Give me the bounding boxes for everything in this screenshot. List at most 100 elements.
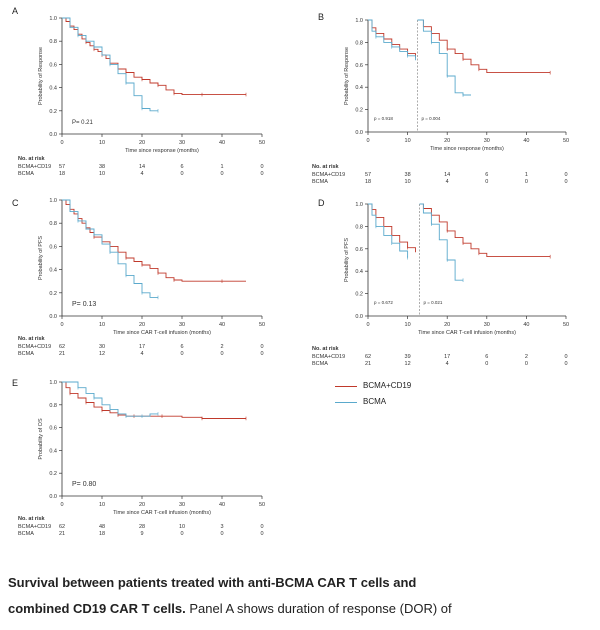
x-tick-label-b: 10 [405, 138, 411, 144]
risk-table-value-a: 10 [99, 171, 105, 177]
y-tick-label-d: 1.0 [355, 202, 363, 208]
y-tick-label-a: 0.8 [49, 39, 57, 45]
km-curve-d-bcma-early- [368, 203, 409, 258]
risk-table-value-e: 9 [140, 531, 143, 537]
x-tick-label-a: 20 [139, 140, 145, 146]
y-tick-label-a: 0.0 [49, 132, 57, 138]
x-tick-label-b: 0 [366, 138, 369, 144]
risk-table-value-d: 6 [485, 354, 488, 360]
x-tick-label-e: 40 [219, 502, 225, 508]
y-tick-label-a: 0.6 [49, 62, 57, 68]
y-tick-label-e: 0.6 [49, 426, 57, 432]
x-axis-label-e: Time since CAR T-cell infusion (months) [113, 510, 211, 516]
risk-table-value-c: 30 [99, 344, 105, 350]
y-tick-label-a: 0.2 [49, 109, 57, 115]
legend-label-bcma: BCMA [363, 397, 387, 406]
y-axis-label-d: Probability of PFS [344, 238, 350, 282]
x-tick-label-c: 20 [139, 322, 145, 328]
panel-label-e: E [12, 378, 19, 388]
legend-item-bcma: BCMA [335, 396, 535, 408]
y-axis-label-e: Probability of OS [38, 418, 44, 460]
y-tick-label-d: 0.4 [355, 269, 363, 275]
risk-table-label-b: BCMA [312, 179, 328, 185]
risk-table-value-d: 4 [446, 361, 449, 367]
risk-table-value-d: 62 [365, 354, 371, 360]
p-value-early-d: p = 0.672 [374, 300, 393, 305]
risk-table-value-d: 0 [485, 361, 488, 367]
p-value-late-d: p = 0.021 [423, 300, 442, 305]
risk-table-value-b: 57 [365, 172, 371, 178]
risk-table-label-b: BCMA+CD19 [312, 172, 345, 178]
y-tick-label-b: 0.8 [355, 40, 363, 46]
x-tick-label-e: 30 [179, 502, 185, 508]
risk-table-value-e: 28 [139, 524, 145, 530]
y-tick-label-d: 0.0 [355, 314, 363, 320]
y-tick-label-d: 0.6 [355, 247, 363, 253]
y-tick-label-a: 0.4 [49, 86, 57, 92]
risk-table-value-c: 21 [59, 351, 65, 357]
risk-table-value-d: 12 [405, 361, 411, 367]
caption-line-1: Survival between patients treated with a… [8, 575, 417, 590]
legend-swatch-bcma [335, 402, 357, 403]
x-axis-label-a: Time since response (months) [125, 148, 199, 154]
risk-table-value-a: 0 [220, 171, 223, 177]
y-tick-label-b: 0.4 [355, 85, 363, 91]
x-tick-label-c: 40 [219, 322, 225, 328]
risk-table-value-a: 0 [260, 171, 263, 177]
x-tick-label-e: 50 [259, 502, 265, 508]
risk-table-value-b: 14 [444, 172, 450, 178]
caption-line-2: combined CD19 CAR T cells. Panel A shows… [8, 598, 452, 620]
risk-table-value-e: 0 [220, 531, 223, 537]
x-tick-label-a: 10 [99, 140, 105, 146]
km-curve-b-bcma-late- [417, 19, 471, 96]
x-tick-label-b: 30 [484, 138, 490, 144]
km-curve-e-bcma [62, 381, 158, 417]
km-curve-c-bcma-cd19 [62, 199, 246, 282]
y-tick-label-c: 0.0 [49, 314, 57, 320]
risk-table-value-c: 12 [99, 351, 105, 357]
risk-table-label-d: BCMA [312, 361, 328, 367]
y-tick-label-d: 0.2 [355, 292, 363, 298]
risk-table-value-d: 0 [564, 354, 567, 360]
y-tick-label-e: 0.2 [49, 471, 57, 477]
x-tick-label-e: 0 [60, 502, 63, 508]
y-tick-label-c: 0.4 [49, 268, 57, 274]
y-tick-label-a: 1.0 [49, 16, 57, 22]
risk-table-value-d: 2 [525, 354, 528, 360]
risk-table-value-c: 0 [260, 351, 263, 357]
y-axis-label-a: Probability of Response [38, 47, 44, 105]
y-tick-label-e: 0.0 [49, 494, 57, 500]
y-tick-label-c: 0.6 [49, 244, 57, 250]
x-tick-label-c: 10 [99, 322, 105, 328]
panel-label-c: C [12, 198, 19, 208]
y-axis-label-c: Probability of PFS [38, 236, 44, 280]
risk-table-value-d: 17 [444, 354, 450, 360]
p-value-late-b: p = 0.004 [422, 116, 441, 121]
risk-table-label-c: BCMA [18, 351, 34, 357]
y-tick-label-b: 1.0 [355, 18, 363, 24]
risk-table-label-c: BCMA+CD19 [18, 344, 51, 350]
x-tick-label-d: 40 [523, 322, 529, 328]
x-axis-label-d: Time since CAR T-cell infusion (months) [418, 330, 516, 336]
risk-table-value-c: 0 [180, 351, 183, 357]
risk-table-value-e: 21 [59, 531, 65, 537]
y-tick-label-c: 0.2 [49, 291, 57, 297]
risk-table-title-a: No. at risk [18, 156, 46, 162]
x-tick-label-d: 20 [444, 322, 450, 328]
km-curve-e-bcma-cd19 [62, 381, 246, 419]
risk-table-value-e: 0 [260, 531, 263, 537]
x-tick-label-c: 50 [259, 322, 265, 328]
x-tick-label-e: 20 [139, 502, 145, 508]
y-tick-label-c: 0.8 [49, 221, 57, 227]
x-tick-label-a: 30 [179, 140, 185, 146]
x-tick-label-a: 50 [259, 140, 265, 146]
y-tick-label-b: 0.2 [355, 108, 363, 114]
y-tick-label-e: 0.8 [49, 403, 57, 409]
risk-table-value-e: 0 [180, 531, 183, 537]
panel-label-b: B [318, 12, 325, 22]
risk-table-value-c: 4 [140, 351, 143, 357]
